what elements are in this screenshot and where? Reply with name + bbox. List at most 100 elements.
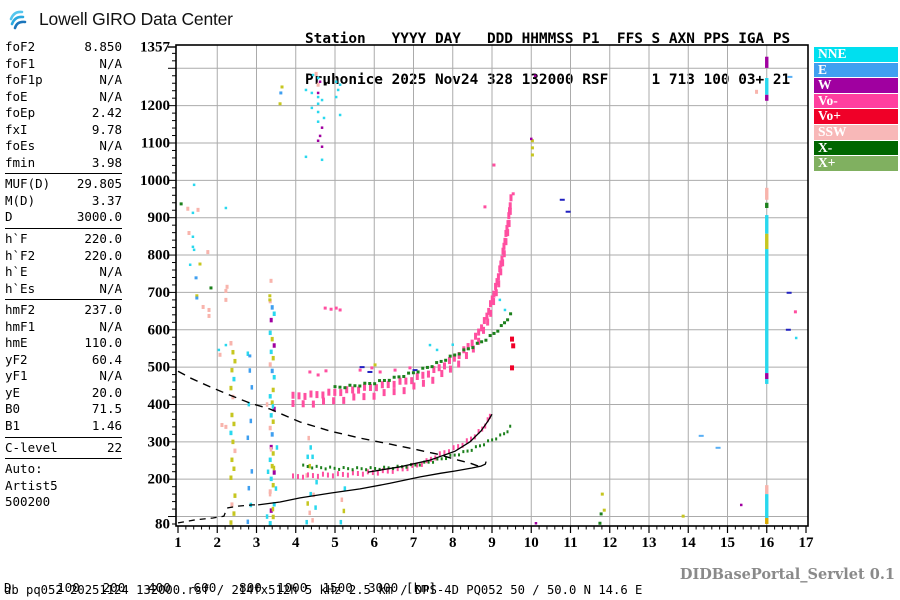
param-row-Auto: Auto:: [5, 461, 122, 478]
y-axis-label: 800: [148, 248, 171, 264]
noise-column-dot: [343, 486, 347, 491]
F-trace-X-2hop-dot: [338, 385, 342, 389]
noise-column-dot: [270, 400, 274, 405]
F-trace-O-2hop-dot: [291, 399, 295, 407]
F-trace-O-2hop-dot: [339, 389, 343, 397]
param-value: N/A: [99, 318, 122, 334]
F-trace-X-1hop-dot: [333, 466, 336, 470]
noise-column-dot: [265, 514, 269, 519]
param-value: N/A: [99, 264, 122, 280]
noise-dot: [530, 146, 534, 150]
F-trace-O-2hop-dot: [332, 397, 336, 405]
noise-dot: [378, 370, 382, 374]
noise-dot: [217, 348, 221, 352]
noise-dot: [534, 522, 538, 525]
noise-dot: [310, 106, 314, 110]
param-value: N/A: [99, 55, 122, 71]
noise-dot: [787, 75, 793, 78]
noise-dot: [323, 82, 327, 86]
F-trace-O-1hop-dot: [311, 473, 314, 479]
noise-dot: [320, 98, 324, 102]
F-trace-O-2hop-dot: [372, 392, 376, 400]
noise-column-dot: [248, 368, 252, 373]
F-trace-X-1hop-dot: [374, 467, 377, 471]
F-trace-O-1hop-dot: [356, 470, 359, 476]
F-trace-O-1hop-dot: [351, 470, 354, 476]
param-label: B1: [5, 418, 21, 434]
F-trace-O-2hop-dot: [392, 380, 396, 388]
param-value: 9.78: [91, 121, 122, 137]
F-trace-O-1hop-dot: [316, 473, 319, 479]
param-value: 20.0: [91, 384, 122, 400]
noise-column-dot: [269, 508, 273, 513]
F-trace-O-2hop-dot: [327, 388, 331, 396]
param-label: h`F: [5, 231, 28, 247]
noise-dot: [786, 291, 792, 294]
F-trace-X-1hop-dot: [387, 466, 390, 470]
F-trace-O-2hop-dot: [457, 360, 461, 368]
noise-dot: [428, 343, 432, 347]
param-value: N/A: [99, 72, 122, 88]
F-trace-O-2hop-dot: [497, 280, 501, 288]
x-axis-label: 8: [449, 535, 457, 551]
legend-item-NNE: NNE: [814, 46, 898, 62]
legend-item-W: W: [814, 78, 898, 93]
F-trace-X-1hop-dot: [462, 450, 465, 454]
noise-dot: [334, 95, 338, 99]
F-trace-X-2hop-dot: [453, 353, 457, 357]
param-label: Artist5: [5, 477, 58, 493]
noise-dot: [224, 288, 228, 293]
param-row-fmin: fmin 3.98: [5, 155, 122, 172]
param-label: fmin: [5, 154, 36, 170]
F-trace-X-2hop-dot: [407, 371, 411, 375]
F-trace-O-2hop-dot: [440, 370, 444, 378]
noise-column-dot: [266, 469, 270, 475]
noise-column-dot: [246, 519, 250, 525]
param-value: 220.0: [84, 247, 122, 263]
F-trace-X-2hop-dot: [363, 381, 367, 385]
F-trace-X-2hop-dot: [475, 341, 479, 345]
rfi-column-segment: [765, 379, 769, 384]
F-trace-O-2hop-dot: [351, 386, 355, 394]
F-trace-O-2hop-dot: [499, 268, 503, 276]
noise-dot: [793, 310, 797, 314]
F-trace-O-1hop-dot: [366, 469, 369, 475]
param-value: 3.37: [91, 192, 122, 208]
logo-text: Lowell GIRO Data Center: [39, 8, 233, 29]
F-trace-X-1hop-dot: [423, 460, 426, 464]
F-trace-X-2hop-dot: [411, 371, 415, 375]
F-trace-O-1hop-dot: [361, 471, 364, 477]
noise-dot: [600, 492, 604, 496]
param-row-foEs: foEs N/A: [5, 138, 122, 155]
F-trace-O-2hop-dot: [486, 318, 490, 326]
noise-dot: [224, 424, 228, 429]
legend-item-E: E: [814, 62, 898, 78]
F-trace-O-1hop-dot: [470, 436, 473, 442]
noise-dot: [311, 73, 315, 77]
noise-dot: [530, 137, 533, 141]
F-trace-X-2hop-dot: [358, 384, 362, 388]
noise-dot: [510, 365, 515, 371]
F-trace-O-1hop-dot: [306, 472, 309, 478]
x-axis-label: 12: [602, 535, 617, 551]
noise-column-dot: [247, 485, 251, 491]
F-trace-X-2hop-dot: [378, 379, 382, 383]
F-trace-O-2hop-dot: [398, 377, 402, 385]
param-label: B0: [5, 401, 21, 417]
noise-dot: [393, 368, 397, 372]
param-label: C-level: [5, 439, 58, 455]
param-row-hF: h`F 220.0: [5, 231, 122, 248]
param-label: fxI: [5, 121, 28, 137]
legend-item-X: X-: [814, 140, 898, 156]
noise-dot: [338, 308, 342, 312]
noise-column-dot: [231, 439, 235, 445]
noise-column-dot: [270, 336, 274, 342]
F-trace-O-2hop-dot: [432, 366, 436, 374]
true-height-profile: [258, 461, 487, 506]
y-axis-label: 1100: [141, 135, 170, 151]
noise-dot: [316, 110, 320, 114]
x-axis-label: 17: [799, 535, 815, 551]
F-trace-O-2hop-dot: [470, 339, 474, 347]
F-trace-X-1hop-dot: [453, 453, 456, 457]
F-trace-X-1hop-dot: [396, 464, 399, 468]
